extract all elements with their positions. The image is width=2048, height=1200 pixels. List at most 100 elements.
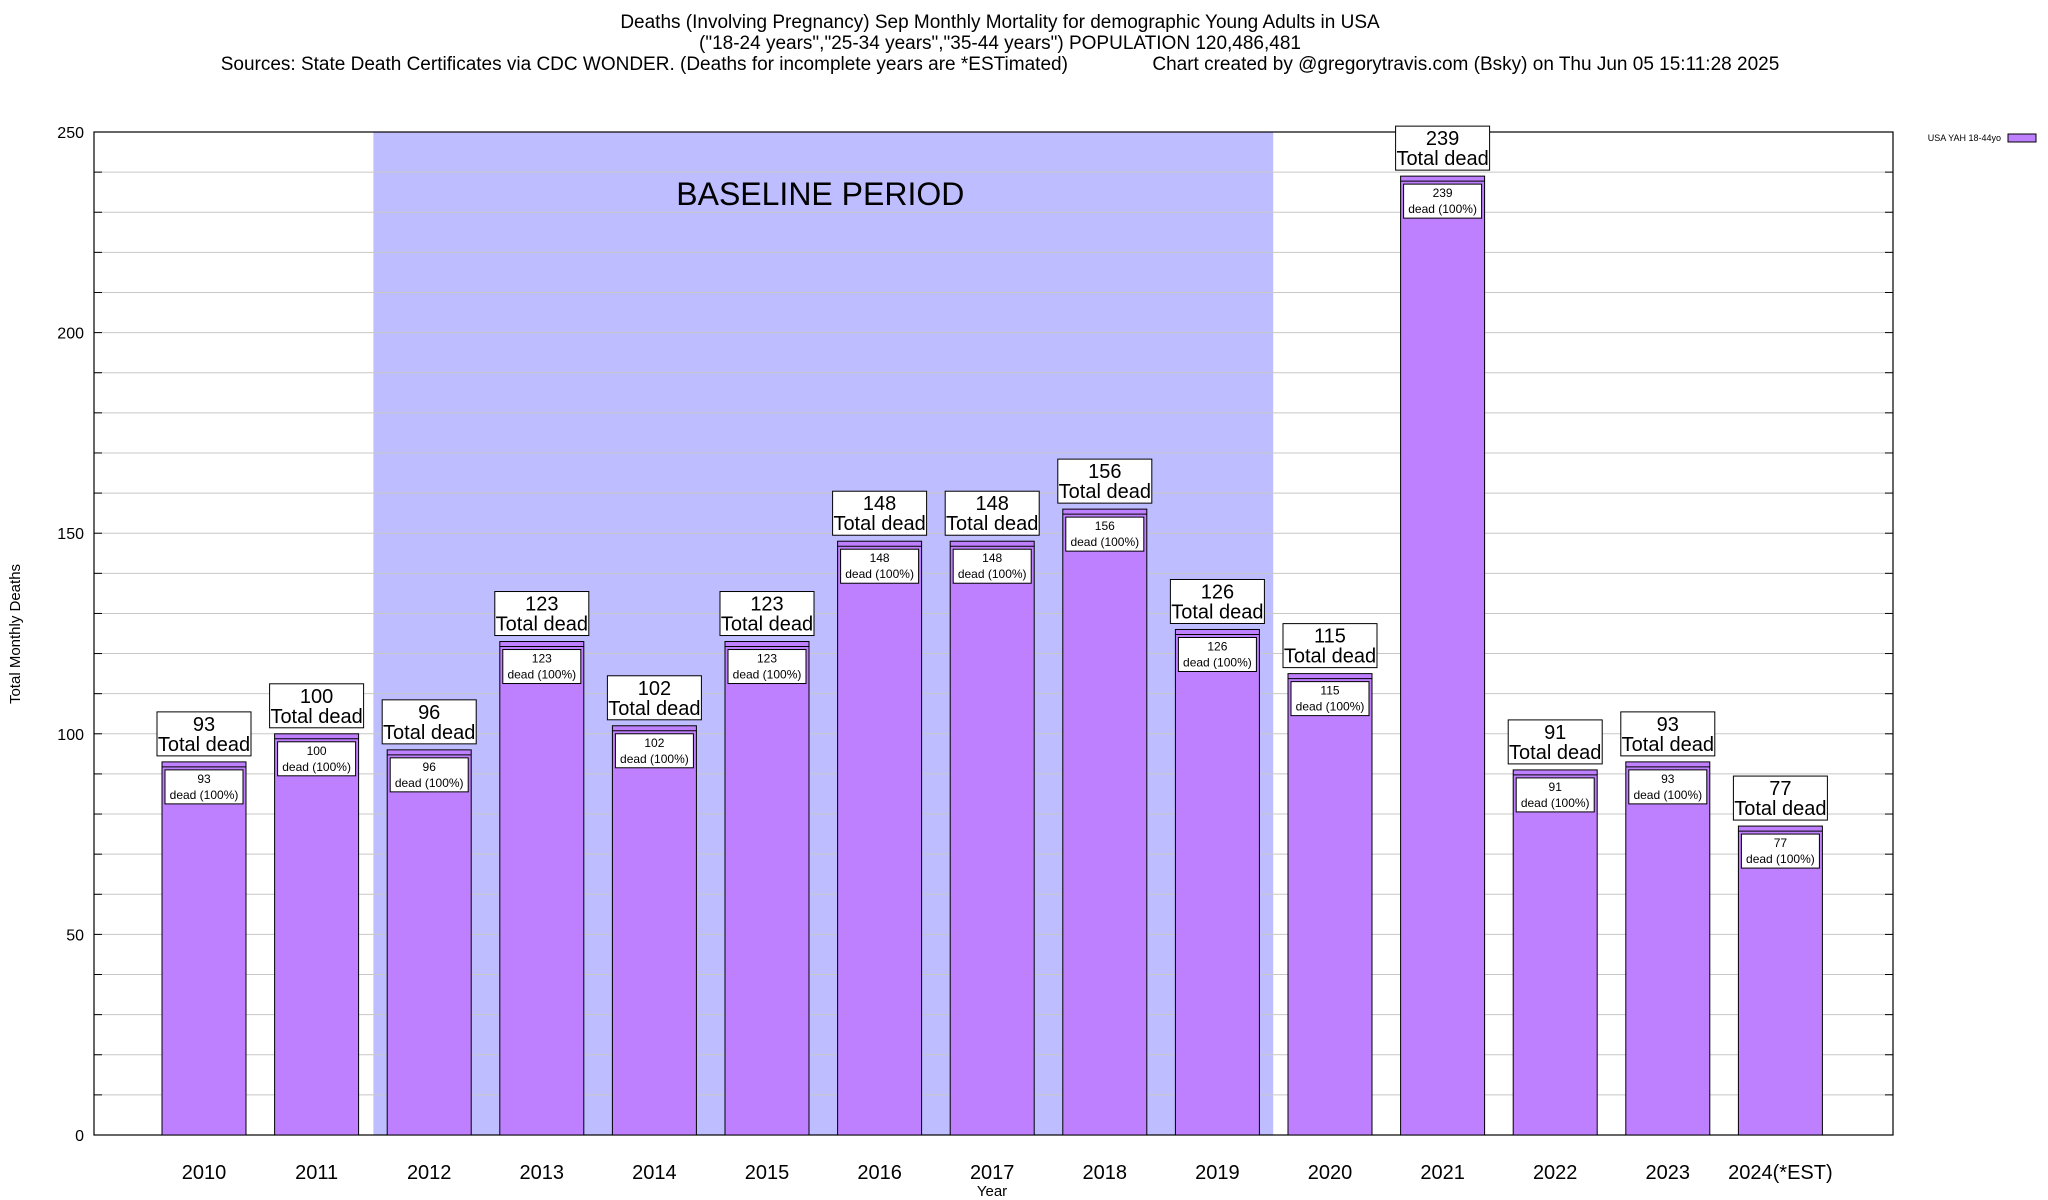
total-label-value: 126 <box>1201 581 1234 603</box>
bar-inner-value: 77 <box>1774 836 1788 850</box>
x-tick-label: 2021 <box>1420 1162 1465 1184</box>
bar-2018 <box>1062 508 1148 1136</box>
bar-2021 <box>1400 175 1486 1136</box>
bar-inner-value: 91 <box>1549 780 1563 794</box>
total-label-value: 123 <box>750 594 783 616</box>
total-label-text: Total dead <box>1171 601 1263 623</box>
bar-2023 <box>1625 761 1711 1136</box>
total-label-value: 100 <box>300 686 333 708</box>
bar-inner-percent: dead (100%) <box>620 752 689 766</box>
bar-inner-percent: dead (100%) <box>1633 788 1702 802</box>
bar-inner-percent: dead (100%) <box>958 567 1027 581</box>
bar-2019 <box>1174 628 1260 1136</box>
bar-inner-label-box <box>1740 833 1820 869</box>
total-label-box <box>1395 125 1491 171</box>
chart-title-block: Deaths (Involving Pregnancy) Sep Monthly… <box>0 12 2000 75</box>
bar-inner-label-box <box>1290 681 1370 717</box>
total-label-text: Total dead <box>496 614 588 636</box>
total-label-box <box>719 591 815 637</box>
bar-inner-value: 93 <box>1661 772 1675 786</box>
x-tick-label: 2012 <box>407 1162 452 1184</box>
bar-inner-label-box <box>952 548 1032 584</box>
bar-inner-value: 115 <box>1320 684 1339 698</box>
total-label-box <box>1732 775 1828 821</box>
y-tick-label: 100 <box>57 727 84 744</box>
bar-2013 <box>499 641 585 1136</box>
bar-inner-label-box <box>389 757 469 793</box>
total-label-box <box>606 675 702 721</box>
total-label-text: Total dead <box>1396 148 1488 170</box>
x-tick-label: 2020 <box>1308 1162 1353 1184</box>
total-label-text: Total dead <box>1284 646 1376 668</box>
x-tick-label: 2022 <box>1533 1162 1578 1184</box>
x-tick-label: 2023 <box>1646 1162 1691 1184</box>
bar-inner-percent: dead (100%) <box>395 776 464 790</box>
total-label-box <box>832 490 928 536</box>
bar-inner-label-box <box>727 649 807 685</box>
total-label-text: Total dead <box>1734 798 1826 820</box>
total-label-text: Total dead <box>721 614 813 636</box>
legend-swatch <box>2007 133 2037 143</box>
bar-inner-value: 148 <box>870 551 890 565</box>
total-label-box <box>1282 623 1378 669</box>
bar-inner-value: 123 <box>532 652 552 666</box>
bar-inner-label-box <box>1177 636 1257 672</box>
y-tick-label: 200 <box>57 326 84 343</box>
bar-inner-label-box <box>164 769 244 805</box>
x-tick-label: 2024(*EST) <box>1728 1162 1833 1184</box>
y-tick-label: 50 <box>66 927 84 944</box>
bar-2011 <box>274 733 360 1136</box>
bar-inner-value: 148 <box>982 551 1002 565</box>
total-label-text: Total dead <box>833 513 925 535</box>
total-label-box <box>1507 719 1603 765</box>
bar-2017 <box>949 540 1035 1136</box>
bar-2016 <box>837 540 923 1136</box>
total-label-box <box>381 699 477 745</box>
bar-inner-label-box <box>614 733 694 769</box>
legend-label: USA YAH 18-44yo <box>1928 133 2001 143</box>
x-tick-label: 2013 <box>520 1162 565 1184</box>
bar-2015 <box>724 641 810 1136</box>
total-label-value: 239 <box>1426 128 1459 150</box>
bar-inner-percent: dead (100%) <box>1746 852 1815 866</box>
bar-inner-percent: dead (100%) <box>1521 796 1590 810</box>
y-tick-label: 250 <box>57 125 84 142</box>
baseline-period-label: BASELINE PERIOD <box>676 176 964 212</box>
total-label-box <box>944 490 1040 536</box>
bar-inner-value: 123 <box>757 652 777 666</box>
bar-inner-percent: dead (100%) <box>170 788 239 802</box>
total-label-value: 148 <box>863 493 896 515</box>
total-label-text: Total dead <box>1059 481 1151 503</box>
x-tick-label: 2015 <box>745 1162 790 1184</box>
bar-inner-label-box <box>502 649 582 685</box>
y-axis-label: Total Monthly Deaths <box>7 564 24 704</box>
total-label-text: Total dead <box>270 706 362 728</box>
bar-inner-label-box <box>840 548 920 584</box>
total-label-text: Total dead <box>1622 734 1714 756</box>
chart-subtitle: ("18-24 years","25-34 years","35-44 year… <box>699 33 1301 54</box>
bar-inner-value: 126 <box>1207 639 1227 653</box>
bar-2024(*EST) <box>1737 825 1823 1136</box>
total-label-text: Total dead <box>946 513 1038 535</box>
total-label-box <box>156 711 252 757</box>
bar-inner-label-box <box>277 741 357 777</box>
total-label-value: 93 <box>193 714 215 736</box>
y-tick-label: 0 <box>75 1128 84 1145</box>
bar-inner-label-box <box>1515 777 1595 813</box>
chart-title: Deaths (Involving Pregnancy) Sep Monthly… <box>620 12 1380 33</box>
total-label-text: Total dead <box>608 698 700 720</box>
total-label-text: Total dead <box>1509 742 1601 764</box>
bar-inner-label-box <box>1403 183 1483 219</box>
bar-inner-percent: dead (100%) <box>507 668 576 682</box>
bar-inner-label-box <box>1065 516 1145 552</box>
total-label-value: 123 <box>525 594 558 616</box>
bar-inner-percent: dead (100%) <box>282 760 351 774</box>
total-label-text: Total dead <box>383 722 475 744</box>
total-label-text: Total dead <box>158 734 250 756</box>
bar-inner-label-box <box>1628 769 1708 805</box>
total-label-box <box>1620 711 1716 757</box>
bar-inner-value: 96 <box>423 760 437 774</box>
total-label-box <box>1057 458 1153 504</box>
x-tick-label: 2016 <box>857 1162 902 1184</box>
